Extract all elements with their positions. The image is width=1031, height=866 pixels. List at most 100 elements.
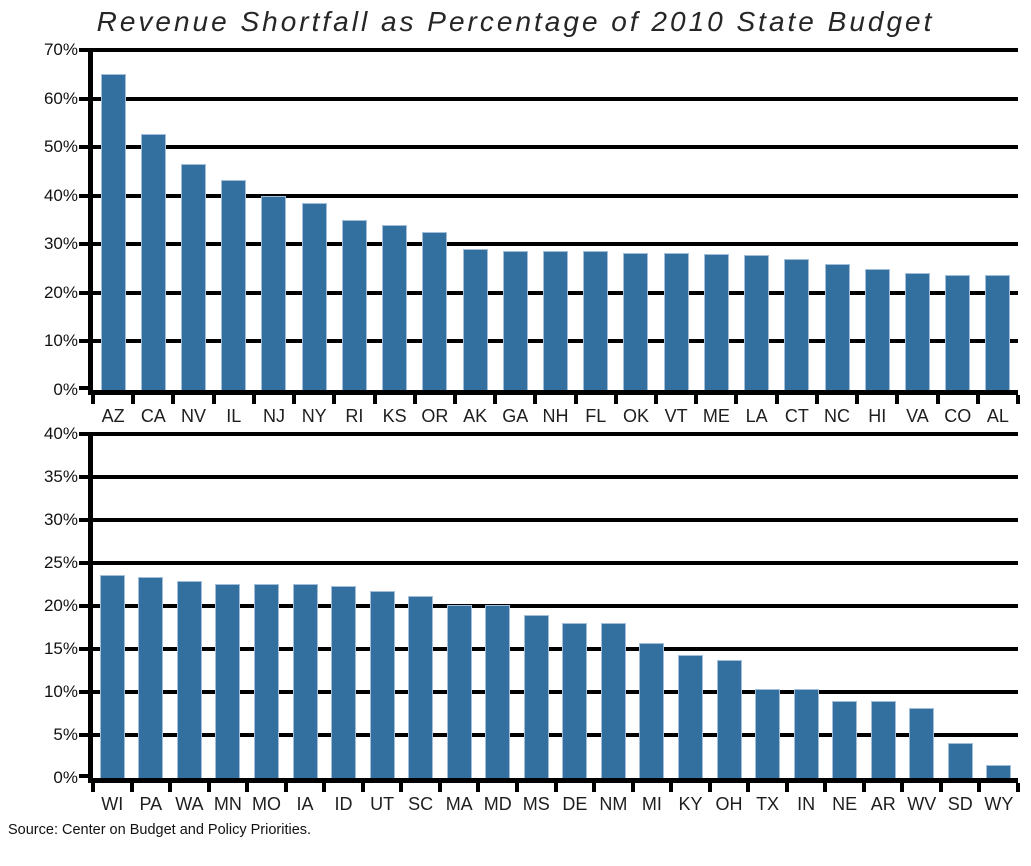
bar-slot-AR (864, 701, 903, 778)
x-label-CT: CT (784, 406, 809, 426)
bar-AK (462, 249, 488, 390)
bar-slot-PA (132, 577, 171, 778)
x-label-HI: HI (868, 406, 887, 426)
x-label-CO: CO (944, 406, 972, 426)
bar-WV (909, 708, 935, 778)
x-label-KY: KY (678, 794, 703, 814)
x-label-WI: WI (101, 794, 124, 814)
x-label-AK: AK (463, 406, 488, 426)
x-tick-21 (900, 783, 905, 792)
x-label-NM: NM (599, 794, 628, 814)
y-tick-40 (79, 194, 93, 198)
y-tick-label-20: 20% (43, 283, 78, 302)
bar-NE (832, 701, 858, 778)
x-tick-23 (977, 783, 982, 792)
x-tick-19 (855, 395, 860, 404)
bar-slot-ME (696, 254, 736, 390)
bar-slot-KY (671, 655, 710, 778)
x-tick-2 (171, 395, 176, 404)
bar-slot-AL (978, 275, 1018, 390)
x-tick-7 (360, 783, 365, 792)
bar-ME (703, 254, 729, 390)
y-tick-20 (79, 291, 93, 295)
x-tick-11 (514, 783, 519, 792)
bar-SC (408, 596, 434, 778)
bar-slot-IA (286, 584, 325, 778)
bar-AL (985, 275, 1011, 390)
x-label-RI: RI (345, 406, 364, 426)
bar-TX (755, 689, 781, 778)
x-label-NH: NH (542, 406, 569, 426)
bar-slot-OK (616, 253, 656, 390)
top-chart-x-axis-labels: AZ CA NV IL NJ NY RI KS OR AK GA NH FL OK VT ME LA CT NC HI… (93, 406, 1018, 427)
bar-slot-NJ (254, 196, 294, 390)
x-label-NY: NY (301, 406, 327, 426)
gridline-10 (93, 690, 1018, 694)
x-label-MS: MS (522, 794, 550, 814)
x-label-NE: NE (832, 794, 858, 814)
y-tick-label-20: 20% (43, 596, 78, 615)
gridline-35 (93, 475, 1018, 479)
bar-NY (301, 203, 327, 390)
x-tick-8 (399, 783, 404, 792)
y-tick-25 (79, 561, 93, 565)
x-tick-5 (283, 783, 288, 792)
gridline-40 (93, 194, 1018, 198)
x-tick-4 (245, 783, 250, 792)
chart-title: Revenue Shortfall as Percentage of 2010 … (96, 6, 935, 37)
bottom-chart-x-axis-labels: WI PA WA MN MO IA ID UT SC MA MD MS DE NM MI KY OH TX IN NE… (93, 794, 1018, 815)
top-chart-x-axis-ticks (91, 395, 1020, 404)
y-tick-10 (79, 339, 93, 343)
x-tick-13 (613, 395, 618, 404)
x-label-OR: OR (421, 406, 449, 426)
y-tick-0 (79, 774, 93, 778)
gridline-30 (93, 518, 1018, 522)
x-tick-20 (895, 395, 900, 404)
y-tick-label-30: 30% (43, 234, 78, 253)
x-tick-1 (129, 783, 134, 792)
x-label-IA: IA (296, 794, 314, 814)
bar-slot-MI (633, 643, 672, 778)
x-label-UT: UT (370, 794, 395, 814)
bottom-chart-x-axis-ticks (91, 783, 1020, 792)
bar-slot-CO (938, 275, 978, 390)
bar-MI (639, 643, 665, 778)
x-label-MA: MA (445, 794, 473, 814)
gridline-70 (93, 48, 1018, 52)
x-tick-9 (437, 783, 442, 792)
x-tick-16 (707, 783, 712, 792)
y-tick-50 (79, 145, 93, 149)
bar-MN (215, 584, 241, 778)
y-tick-10 (79, 690, 93, 694)
y-tick-label-40: 40% (43, 186, 78, 205)
bar-CT (784, 259, 810, 390)
bar-slot-KS (375, 225, 415, 390)
x-tick-3 (211, 395, 216, 404)
x-tick-9 (452, 395, 457, 404)
y-tick-label-5: 5% (53, 725, 78, 744)
gridline-15 (93, 647, 1018, 651)
bar-slot-CA (133, 134, 173, 390)
x-tick-22 (938, 783, 943, 792)
x-tick-6 (322, 783, 327, 792)
x-tick-24 (1016, 783, 1020, 792)
x-label-NJ: NJ (262, 406, 285, 426)
bar-slot-WI (93, 575, 132, 778)
x-label-IL: IL (226, 406, 242, 426)
x-tick-22 (975, 395, 980, 404)
x-tick-15 (669, 783, 674, 792)
x-label-MI: MI (641, 794, 662, 814)
x-label-PA: PA (139, 794, 163, 814)
x-tick-0 (91, 395, 95, 404)
bar-AR (870, 701, 896, 778)
x-label-OH: OH (715, 794, 743, 814)
x-tick-23 (1016, 395, 1020, 404)
x-tick-14 (630, 783, 635, 792)
y-tick-label-35: 35% (43, 467, 78, 486)
x-label-AL: AL (986, 406, 1009, 426)
y-tick-0 (79, 386, 93, 390)
bar-slot-VA (897, 273, 937, 390)
x-label-LA: LA (745, 406, 768, 426)
x-tick-8 (412, 395, 417, 404)
y-tick-label-50: 50% (43, 137, 78, 156)
